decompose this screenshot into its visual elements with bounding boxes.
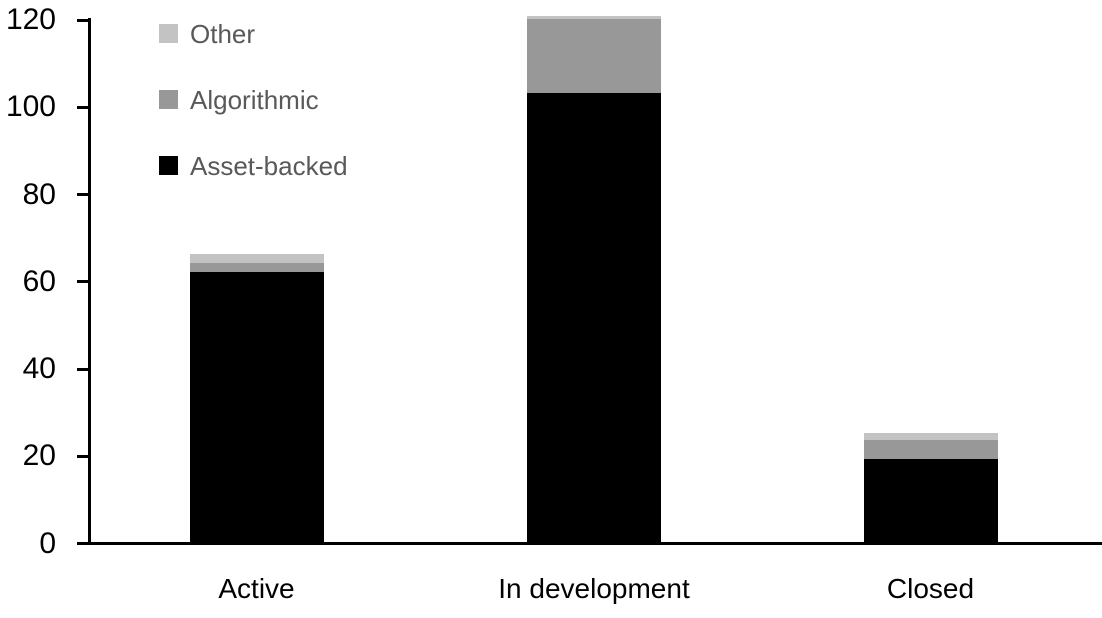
y-tick-mark	[77, 454, 90, 458]
y-tick-label: 60	[22, 264, 56, 298]
bar-segment-other	[189, 254, 324, 263]
y-tick-label: 100	[5, 90, 56, 124]
legend-swatch-other	[159, 24, 178, 43]
x-axis-label-active: Active	[218, 573, 295, 604]
legend-swatch-algorithmic	[159, 90, 178, 109]
x-axis-label-in-development: In development	[498, 573, 690, 604]
bar-segment-other	[527, 16, 661, 19]
bar-closed	[863, 432, 998, 542]
y-tick-mark	[77, 105, 90, 109]
legend-item-other: Other	[159, 18, 348, 49]
bar-segment-asset-backed	[189, 271, 324, 542]
x-axis-label-closed: Closed	[886, 573, 975, 604]
y-tick-label: 20	[22, 439, 56, 473]
legend-label-asset-backed: Asset-backed	[190, 150, 348, 181]
y-tick-label: 40	[22, 352, 56, 385]
legend-item-algorithmic: Algorithmic	[159, 84, 348, 115]
bar-segment-algorithmic	[863, 439, 998, 460]
y-tick-label: 80	[22, 177, 56, 211]
bar-segment-other	[863, 432, 998, 440]
y-tick-mark	[77, 367, 90, 371]
bar-in-development	[527, 16, 661, 542]
y-tick-mark	[77, 542, 90, 545]
legend-item-asset-backed: Asset-backed	[159, 150, 348, 181]
y-tick-mark	[77, 280, 90, 284]
legend-swatch-asset-backed	[159, 156, 178, 175]
bar-segment-asset-backed	[527, 92, 661, 542]
y-tick-mark	[77, 193, 90, 196]
bar-segment-algorithmic	[527, 18, 661, 93]
y-tick-mark	[77, 18, 90, 22]
bar-segment-asset-backed	[863, 459, 998, 542]
chart-legend: Other Algorithmic Asset-backed	[159, 18, 348, 181]
legend-label-algorithmic: Algorithmic	[190, 84, 319, 115]
y-tick-label: 120	[5, 3, 56, 36]
bar-active	[189, 254, 324, 542]
bar-segment-algorithmic	[189, 262, 324, 272]
x-axis-line	[77, 542, 1102, 545]
legend-label-other: Other	[190, 18, 256, 49]
y-tick-label: 0	[39, 526, 56, 560]
